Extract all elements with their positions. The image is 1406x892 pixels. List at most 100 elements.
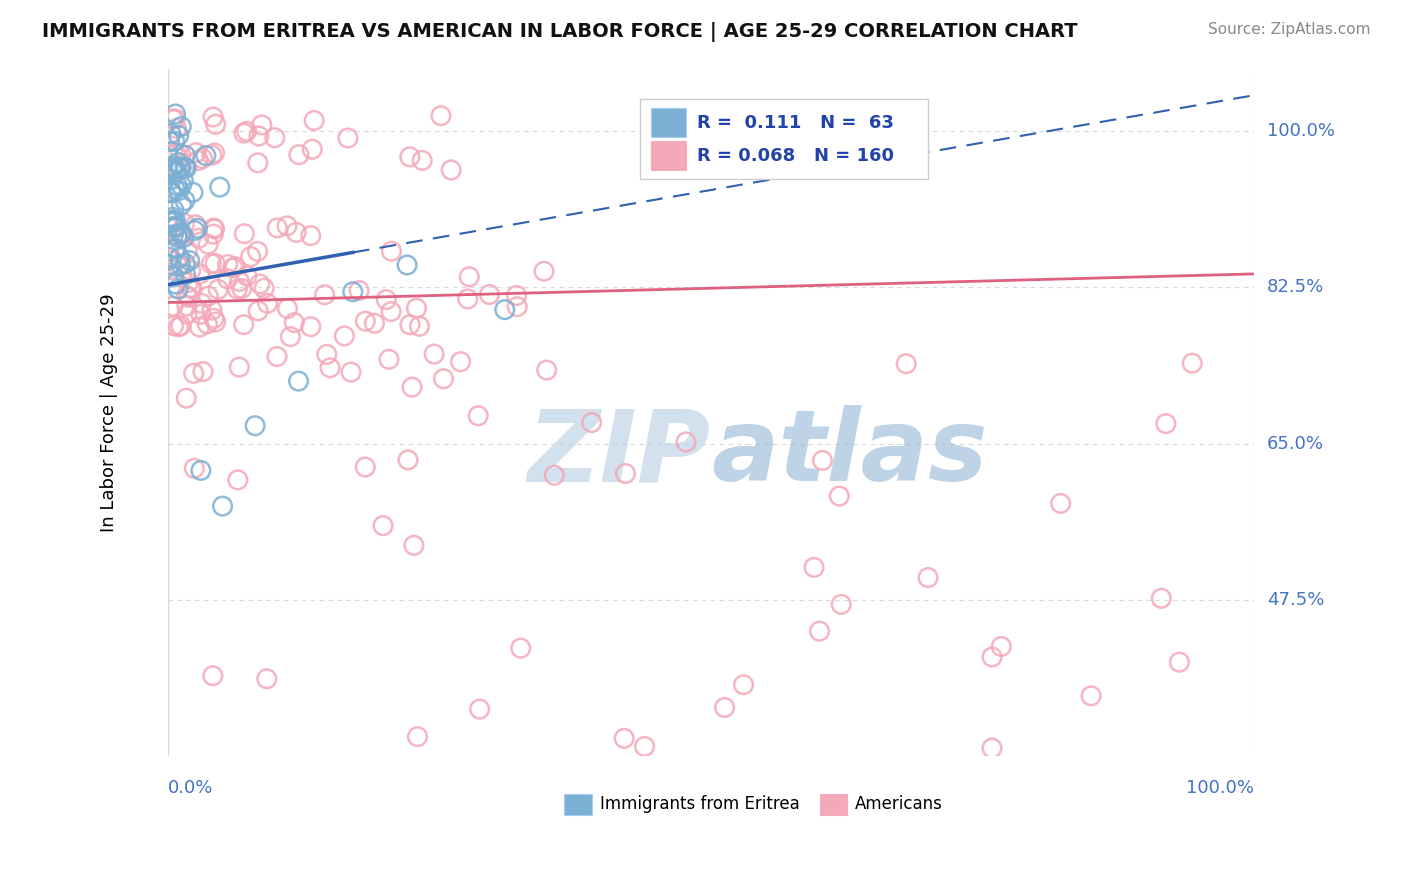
Point bbox=[633, 739, 655, 754]
Point bbox=[299, 228, 322, 243]
Point bbox=[165, 242, 187, 256]
Point bbox=[201, 669, 224, 683]
Point bbox=[207, 282, 229, 296]
Point bbox=[167, 184, 190, 198]
Point bbox=[169, 160, 191, 174]
Point bbox=[204, 145, 226, 160]
Point bbox=[354, 460, 377, 475]
Point bbox=[169, 160, 191, 174]
Point bbox=[167, 282, 190, 296]
Point bbox=[181, 186, 204, 200]
Point bbox=[202, 221, 225, 235]
Point bbox=[405, 301, 427, 316]
Point bbox=[174, 268, 197, 282]
Point bbox=[162, 299, 184, 313]
Point bbox=[176, 244, 198, 258]
Point bbox=[163, 161, 186, 176]
Point bbox=[505, 288, 527, 302]
Point bbox=[170, 198, 193, 212]
Point bbox=[266, 350, 288, 364]
Point bbox=[165, 221, 187, 235]
Point bbox=[233, 227, 256, 241]
Point bbox=[167, 319, 190, 334]
Point bbox=[408, 319, 430, 334]
Text: 47.5%: 47.5% bbox=[1267, 591, 1324, 609]
Point bbox=[170, 227, 193, 241]
Point bbox=[160, 127, 183, 141]
Point bbox=[222, 260, 245, 275]
Point bbox=[468, 702, 491, 716]
Point bbox=[378, 352, 401, 367]
Point bbox=[174, 391, 197, 405]
Point bbox=[165, 241, 187, 255]
Point bbox=[170, 161, 193, 176]
Point bbox=[204, 222, 226, 236]
Point bbox=[169, 251, 191, 265]
Point bbox=[170, 230, 193, 244]
Point bbox=[232, 126, 254, 140]
Point bbox=[188, 267, 211, 281]
Point bbox=[204, 117, 226, 131]
Point bbox=[614, 467, 637, 481]
Point bbox=[228, 275, 250, 289]
Point bbox=[163, 202, 186, 217]
Point bbox=[319, 360, 342, 375]
Point bbox=[163, 134, 186, 148]
Point bbox=[302, 113, 325, 128]
Text: 0.0%: 0.0% bbox=[169, 779, 214, 797]
Point bbox=[170, 120, 193, 134]
Point bbox=[276, 219, 298, 233]
Point bbox=[283, 316, 305, 330]
Point bbox=[347, 284, 370, 298]
Point bbox=[177, 290, 200, 304]
Point bbox=[396, 258, 419, 272]
Point bbox=[440, 162, 463, 177]
Point bbox=[314, 287, 336, 301]
Point bbox=[165, 146, 187, 161]
Point bbox=[157, 250, 180, 264]
FancyBboxPatch shape bbox=[651, 142, 686, 170]
Point bbox=[197, 237, 219, 252]
Point bbox=[336, 131, 359, 145]
Point bbox=[173, 194, 195, 208]
Point bbox=[157, 147, 180, 161]
Point bbox=[406, 730, 429, 744]
Point bbox=[162, 145, 184, 159]
Point bbox=[399, 318, 422, 332]
Point bbox=[160, 262, 183, 277]
Point bbox=[1181, 356, 1204, 370]
Point bbox=[288, 147, 311, 161]
Point bbox=[186, 221, 208, 235]
Point bbox=[1150, 591, 1173, 606]
Text: R = 0.068   N = 160: R = 0.068 N = 160 bbox=[697, 147, 894, 165]
Point bbox=[165, 219, 187, 233]
Point bbox=[167, 128, 190, 143]
Point bbox=[363, 316, 385, 330]
Point bbox=[250, 118, 273, 132]
Point bbox=[224, 260, 246, 274]
Point bbox=[315, 347, 337, 361]
Text: 65.0%: 65.0% bbox=[1267, 434, 1323, 452]
Point bbox=[208, 180, 231, 194]
Point bbox=[180, 280, 202, 294]
Point bbox=[247, 128, 270, 143]
Point bbox=[536, 363, 558, 377]
Point bbox=[981, 741, 1004, 756]
Point bbox=[162, 215, 184, 229]
Point bbox=[190, 307, 212, 321]
Point bbox=[894, 357, 917, 371]
Point bbox=[169, 257, 191, 271]
Point bbox=[187, 153, 209, 168]
Point bbox=[183, 367, 205, 381]
Point bbox=[423, 347, 446, 361]
Point bbox=[165, 165, 187, 179]
Point bbox=[166, 230, 188, 244]
Text: Source: ZipAtlas.com: Source: ZipAtlas.com bbox=[1208, 22, 1371, 37]
Point bbox=[430, 109, 453, 123]
Point bbox=[174, 161, 197, 175]
Point bbox=[285, 226, 308, 240]
Point bbox=[494, 302, 516, 317]
Point bbox=[157, 252, 180, 267]
Point bbox=[165, 277, 187, 291]
Point bbox=[170, 318, 193, 333]
